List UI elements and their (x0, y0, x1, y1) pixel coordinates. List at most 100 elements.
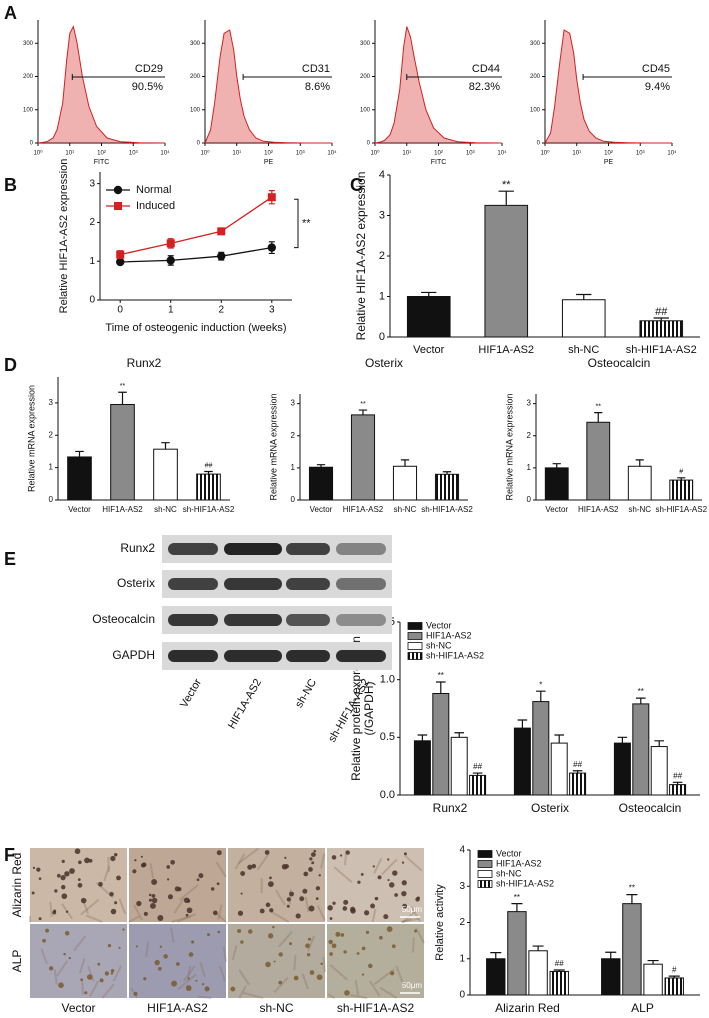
error-bar (511, 903, 523, 912)
y-tick-label: 0 (527, 495, 532, 504)
error-bar (594, 412, 603, 423)
x-tick-label: 1 (168, 305, 174, 316)
x-tick-label: sh-NC (154, 505, 177, 514)
y-tick-label: 3 (89, 178, 95, 189)
photo-texture (273, 960, 276, 963)
photo-texture (295, 913, 301, 919)
blot-band (224, 614, 282, 626)
panel-label: D (4, 355, 17, 375)
error-bar (421, 291, 437, 297)
photo-texture (357, 880, 361, 884)
y-axis-label: Relative HIF1A-AS2 expression (354, 172, 368, 341)
x-tick-label: 10⁰ (540, 150, 550, 157)
photo-texture (110, 855, 116, 862)
photo-texture (182, 965, 196, 982)
photo-texture (383, 914, 389, 920)
photo-texture (132, 869, 137, 874)
bar (450, 736, 468, 796)
x-tick-label: Vector (413, 344, 445, 356)
photo-texture (328, 939, 333, 945)
photo-texture (61, 859, 65, 863)
photo-texture (110, 908, 117, 915)
blot-column-label: Vector (178, 677, 204, 710)
legend-label: Induced (136, 200, 175, 212)
bar (550, 742, 568, 796)
x-tick-label: 2 (218, 305, 224, 316)
photo-texture (342, 906, 348, 911)
photo-texture (80, 898, 100, 916)
photo-texture (309, 857, 313, 861)
photo-texture (177, 887, 182, 892)
blot-band (336, 650, 386, 662)
photo-texture (286, 904, 290, 908)
histogram-area (545, 30, 672, 143)
x-tick-label: sh-HIF1A-AS2 (626, 344, 697, 356)
photo-texture (171, 915, 192, 923)
photo-texture (53, 969, 58, 985)
legend-label: sh-NC (496, 868, 522, 878)
photo-texture (240, 892, 243, 895)
photo-texture (151, 893, 156, 898)
photo (228, 924, 325, 998)
y-tick-label: 3 (379, 209, 385, 221)
photo-texture (344, 990, 350, 996)
blot-band (336, 614, 386, 626)
histogram-curve (544, 29, 672, 144)
bar (528, 950, 548, 996)
photo-texture (331, 855, 337, 860)
bar (392, 465, 418, 501)
photo-row-label: ALP (10, 950, 24, 973)
photo-texture (104, 971, 110, 976)
scale-bar-label: 50μm (402, 981, 423, 990)
blot-band (336, 578, 386, 590)
photo-texture (269, 908, 274, 913)
legend-label: sh-NC (426, 640, 452, 650)
photo-texture (134, 859, 137, 862)
photo-texture (191, 940, 195, 944)
photo-texture (173, 897, 185, 914)
x-tick-label: Runx2 (433, 801, 468, 815)
photo-texture (222, 946, 227, 962)
y-tick-label: 0 (291, 495, 296, 504)
panel-label: E (4, 549, 16, 569)
error-bar (436, 681, 446, 694)
photo-texture (176, 913, 197, 923)
y-tick-label: 100 (23, 107, 34, 113)
error-bar (554, 734, 564, 744)
photo-texture (207, 933, 210, 937)
photo-texture (237, 928, 242, 934)
photo-texture (370, 903, 376, 909)
bar (434, 473, 460, 501)
photo-texture (204, 986, 210, 992)
significance: # (672, 965, 677, 974)
y-tick-label: 200 (190, 74, 201, 80)
gate-marker: CD44 (472, 63, 500, 75)
error-bar (636, 697, 646, 704)
bar (669, 479, 694, 501)
bar (532, 701, 550, 796)
photo-texture (186, 907, 193, 914)
x-tick-label: Vector (68, 505, 91, 514)
y-tick-label: 3 (459, 881, 465, 892)
blot-band (336, 543, 386, 555)
x-tick-label: 10⁰ (200, 150, 210, 157)
bar (669, 784, 687, 796)
y-tick-label: 1 (459, 953, 465, 964)
blot-column-label: HIF1A-AS2 (226, 677, 264, 731)
photo-texture (89, 980, 100, 997)
significance: ## (205, 462, 213, 469)
photo-texture (63, 952, 66, 956)
error-bar (161, 442, 170, 450)
chart-title: Osterix (365, 356, 403, 370)
photo-texture (72, 935, 87, 952)
photo-texture (187, 977, 190, 980)
point (116, 257, 125, 267)
y-tick-label: 2 (527, 431, 532, 440)
photo-texture (373, 858, 383, 874)
y-tick-label: 2 (49, 430, 54, 439)
photo-texture (284, 864, 289, 869)
point (116, 250, 125, 259)
photo-texture (136, 900, 142, 907)
x-tick-label: Vector (545, 505, 568, 514)
photo-texture (42, 938, 46, 943)
